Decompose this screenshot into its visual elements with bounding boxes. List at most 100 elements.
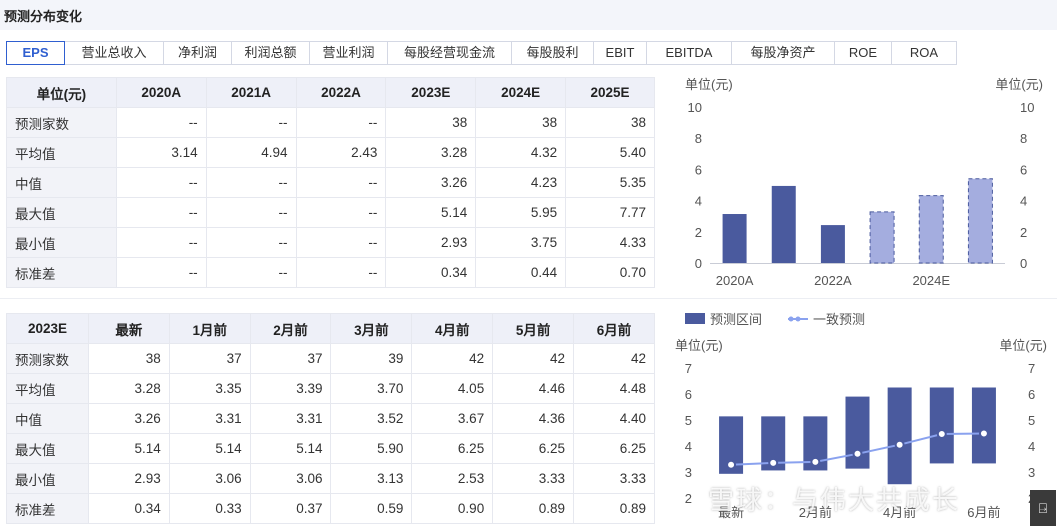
table-cell: 5.35 bbox=[565, 167, 655, 198]
forecast-range-chart: 预测区间一致预测单位(元)单位(元)223344556677最新2月前4月前6月… bbox=[675, 312, 1047, 520]
table-cell: 39 bbox=[330, 343, 413, 374]
column-header: 5月前 bbox=[492, 313, 575, 344]
table-cell: 3.39 bbox=[249, 373, 332, 404]
table-cell: 3.70 bbox=[330, 373, 413, 404]
row-label: 最大值 bbox=[6, 433, 89, 464]
tab-10[interactable]: ROE bbox=[834, 41, 892, 65]
actual-bar bbox=[820, 225, 845, 263]
table-cell: 3.28 bbox=[87, 373, 170, 404]
consensus-point bbox=[894, 439, 905, 450]
table-cell: 0.33 bbox=[168, 493, 251, 524]
table-cell: 6.25 bbox=[411, 433, 494, 464]
table-cell: 38 bbox=[87, 343, 170, 374]
table-cell: -- bbox=[295, 167, 387, 198]
y-tick-label-left: 0 bbox=[695, 256, 702, 271]
table-cell: 6.25 bbox=[492, 433, 575, 464]
table-cell: 3.31 bbox=[168, 403, 251, 434]
table-row: 最小值 2.93 3.06 3.06 3.13 2.53 3.33 3.33 bbox=[6, 463, 655, 494]
y-tick-label-left: 4 bbox=[695, 194, 702, 209]
y-tick-label-left: 2 bbox=[685, 491, 692, 506]
x-tick-label: 2022A bbox=[814, 273, 852, 288]
y-axis-unit-left: 单位(元) bbox=[675, 338, 723, 353]
column-header: 2023E bbox=[6, 313, 89, 344]
y-tick-label-right: 6 bbox=[1028, 387, 1035, 402]
table-cell: 38 bbox=[385, 107, 477, 138]
table-cell: 5.95 bbox=[475, 197, 567, 228]
legend-line-label: 一致预测 bbox=[813, 312, 865, 327]
legend-line-marker bbox=[795, 316, 801, 322]
tab-8[interactable]: EBITDA bbox=[646, 41, 732, 65]
y-axis-unit-right: 单位(元) bbox=[999, 338, 1047, 353]
table-row: 最大值 5.14 5.14 5.14 5.90 6.25 6.25 6.25 bbox=[6, 433, 655, 464]
annual-eps-chart: 单位(元) 单位(元) 0 0 2 2 4 4 6 6 8 8 10 10 2020A 2022A 2024E bbox=[685, 77, 1043, 288]
tab-0[interactable]: EPS bbox=[6, 41, 65, 65]
tab-1[interactable]: 营业总收入 bbox=[64, 41, 164, 65]
legend-bar-swatch bbox=[685, 313, 705, 324]
table-cell: 6.25 bbox=[573, 433, 655, 464]
column-header: 2月前 bbox=[249, 313, 332, 344]
y-tick-label-left: 3 bbox=[685, 465, 692, 480]
tab-11[interactable]: ROA bbox=[891, 41, 957, 65]
row-label: 最小值 bbox=[6, 227, 117, 258]
y-axis-unit-right: 单位(元) bbox=[995, 77, 1043, 92]
forecast-bar bbox=[918, 195, 944, 264]
table-cell: 37 bbox=[249, 343, 332, 374]
column-header: 2025E bbox=[565, 77, 655, 108]
tab-6[interactable]: 每股股利 bbox=[511, 41, 594, 65]
table-cell: 42 bbox=[573, 343, 655, 374]
table-row: 标准差 0.34 0.33 0.37 0.59 0.90 0.89 0.89 bbox=[6, 493, 655, 524]
section-header: 预测分布变化 bbox=[0, 0, 1057, 30]
tab-4[interactable]: 营业利润 bbox=[309, 41, 388, 65]
x-tick-label: 最新 bbox=[718, 505, 744, 520]
collapse-icon[interactable]: ⍈ bbox=[1030, 490, 1056, 526]
table-cell: 0.90 bbox=[411, 493, 494, 524]
tab-7[interactable]: EBIT bbox=[593, 41, 647, 65]
table-row: 标准差 -- -- -- 0.34 0.44 0.70 bbox=[6, 257, 655, 288]
consensus-point bbox=[936, 429, 947, 440]
table-cell: 3.06 bbox=[249, 463, 332, 494]
table-cell: 38 bbox=[475, 107, 567, 138]
table-cell: 37 bbox=[168, 343, 251, 374]
tab-5[interactable]: 每股经营现金流 bbox=[387, 41, 512, 65]
y-tick-label-right: 8 bbox=[1020, 131, 1027, 146]
tab-9[interactable]: 每股净资产 bbox=[731, 41, 835, 65]
table-row: 预测家数 -- -- -- 38 38 38 bbox=[6, 107, 655, 138]
y-tick-label-right: 2 bbox=[1020, 225, 1027, 240]
table-cell: 2.53 bbox=[411, 463, 494, 494]
column-header: 3月前 bbox=[330, 313, 413, 344]
consensus-point bbox=[726, 459, 737, 470]
table-cell: 3.33 bbox=[573, 463, 655, 494]
y-tick-label-right: 7 bbox=[1028, 361, 1035, 376]
y-tick-label-right: 10 bbox=[1020, 100, 1034, 115]
tab-2[interactable]: 净利润 bbox=[163, 41, 232, 65]
annual-forecast-table: 单位(元) 2020A 2021A 2022A 2023E 2024E 2025E 预测家数 -… bbox=[6, 77, 655, 288]
consensus-point bbox=[810, 456, 821, 467]
y-tick-label-left: 8 bbox=[695, 131, 702, 146]
table-cell: -- bbox=[295, 257, 387, 288]
table-header-row: 单位(元) 2020A 2021A 2022A 2023E 2024E 2025E bbox=[6, 77, 655, 108]
table-cell: 3.75 bbox=[475, 227, 567, 258]
column-header: 6月前 bbox=[573, 313, 655, 344]
table-cell: 38 bbox=[565, 107, 655, 138]
table-cell: -- bbox=[205, 107, 297, 138]
table-cell: 5.40 bbox=[565, 137, 655, 168]
table-cell: -- bbox=[115, 257, 207, 288]
table-row: 平均值 3.14 4.94 2.43 3.28 4.32 5.40 bbox=[6, 137, 655, 168]
x-tick-label: 2月前 bbox=[799, 505, 832, 520]
y-tick-label-left: 2 bbox=[695, 225, 702, 240]
table-cell: 0.44 bbox=[475, 257, 567, 288]
column-header: 2024E bbox=[475, 77, 567, 108]
table-cell: 3.14 bbox=[115, 137, 207, 168]
table-cell: 3.28 bbox=[385, 137, 477, 168]
watermark: 雪球：与伟大共成长 bbox=[708, 485, 961, 515]
table-row: 最小值 -- -- -- 2.93 3.75 4.33 bbox=[6, 227, 655, 258]
x-tick-label: 6月前 bbox=[967, 505, 1000, 520]
tab-3[interactable]: 利润总额 bbox=[231, 41, 310, 65]
metric-tabs: EPS 营业总收入 净利润 利润总额 营业利润 每股经营现金流 每股股利 EBIT EBITDA… bbox=[6, 41, 957, 65]
x-tick-label: 2024E bbox=[912, 273, 950, 288]
x-tick-label: 4月前 bbox=[883, 505, 916, 520]
y-tick-label-left: 4 bbox=[685, 439, 692, 454]
table-cell: 4.05 bbox=[411, 373, 494, 404]
consensus-point bbox=[978, 428, 989, 439]
table-cell: 42 bbox=[492, 343, 575, 374]
